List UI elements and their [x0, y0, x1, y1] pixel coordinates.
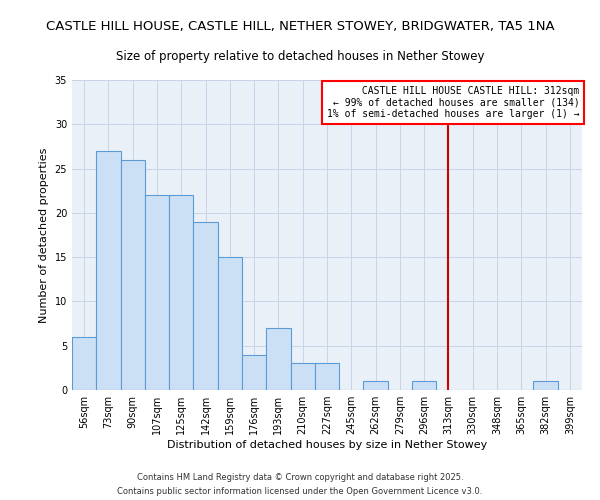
Bar	[412, 381, 436, 390]
Bar	[315, 364, 339, 390]
Text: Contains public sector information licensed under the Open Government Licence v3: Contains public sector information licen…	[118, 486, 482, 496]
Bar	[96, 151, 121, 390]
Bar	[169, 195, 193, 390]
Bar	[364, 381, 388, 390]
Bar	[145, 195, 169, 390]
Bar	[266, 328, 290, 390]
Bar	[193, 222, 218, 390]
Bar	[72, 337, 96, 390]
X-axis label: Distribution of detached houses by size in Nether Stowey: Distribution of detached houses by size …	[167, 440, 487, 450]
Bar	[290, 364, 315, 390]
Text: Size of property relative to detached houses in Nether Stowey: Size of property relative to detached ho…	[116, 50, 484, 63]
Bar	[242, 354, 266, 390]
Bar	[533, 381, 558, 390]
Text: CASTLE HILL HOUSE CASTLE HILL: 312sqm
← 99% of detached houses are smaller (134): CASTLE HILL HOUSE CASTLE HILL: 312sqm ← …	[327, 86, 580, 120]
Bar	[218, 257, 242, 390]
Text: CASTLE HILL HOUSE, CASTLE HILL, NETHER STOWEY, BRIDGWATER, TA5 1NA: CASTLE HILL HOUSE, CASTLE HILL, NETHER S…	[46, 20, 554, 33]
Text: Contains HM Land Registry data © Crown copyright and database right 2025.: Contains HM Land Registry data © Crown c…	[137, 473, 463, 482]
Y-axis label: Number of detached properties: Number of detached properties	[39, 148, 49, 322]
Bar	[121, 160, 145, 390]
